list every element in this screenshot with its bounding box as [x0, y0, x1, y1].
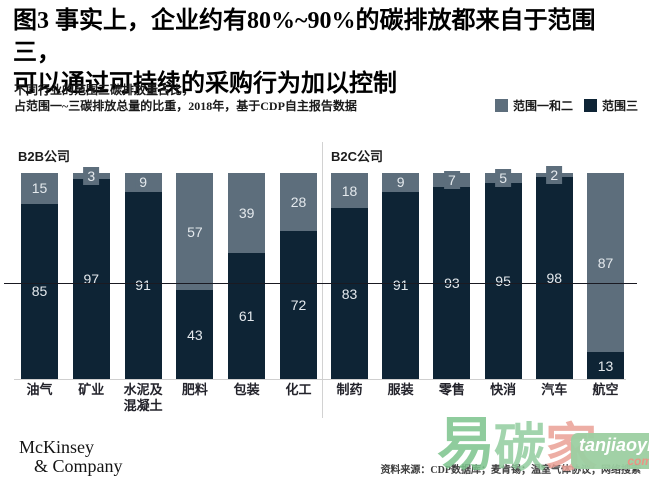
- bar-segment-scope3: [21, 203, 58, 379]
- figure-subtitle-line1: 不同行业的范围三碳排放量占比，: [14, 83, 195, 97]
- bar-segment-scope3: [331, 208, 368, 379]
- legend-swatch-scope12-icon: [495, 99, 508, 112]
- bar-category-label: 服装: [387, 382, 414, 397]
- bar-category-label: 水泥及 混凝土: [123, 382, 163, 413]
- watermark-char-yi: 易: [437, 412, 496, 477]
- bar-value-scope12: 9: [392, 173, 409, 192]
- watermark-badge: tanjiaoyi com: [571, 433, 649, 469]
- bar-segment-scope3: [535, 177, 573, 379]
- bar-category-label: 航空: [592, 382, 619, 397]
- figure-title: 图3 事实上，企业约有80%~90%的碳排放都来自于范围三， 可以通过可持续的采…: [13, 6, 643, 101]
- bar-value-scope12: 3: [83, 167, 100, 186]
- bar-segment-scope3: [587, 352, 624, 379]
- bar-category-label: 汽车: [541, 382, 568, 397]
- bar-value-scope12: 39: [234, 204, 259, 223]
- bar-value-scope3: 13: [597, 357, 614, 374]
- source-note: 资料来源：CDP数据库；麦肯锡；温室气体协议；网络搜索: [380, 465, 641, 476]
- bar-value-scope3: 61: [238, 308, 255, 325]
- legend-swatch-scope3-icon: [584, 99, 598, 112]
- bar-category-label: 矿业: [78, 382, 105, 397]
- bar-segment-scope3: [72, 179, 110, 379]
- chart-legend: 范围一和二 范围三: [495, 97, 644, 114]
- bar-value-scope3: 85: [31, 283, 48, 300]
- bar-value-scope3: 98: [546, 270, 563, 287]
- bar-value-scope12: 28: [286, 192, 311, 211]
- bar-value-scope3: 91: [392, 277, 409, 294]
- bar-value-scope12: 18: [337, 181, 362, 200]
- bar: 7 93 零售: [433, 171, 471, 397]
- bar-value-scope3: 95: [495, 273, 511, 290]
- bar: 9 91 水泥及 混凝土: [124, 173, 163, 413]
- watermark-badge-text: tanjiaoyi: [579, 435, 649, 455]
- bar: 39 61 包装: [228, 173, 266, 397]
- bar-segment-scope3: [484, 183, 522, 379]
- bar-category-label: 快消: [490, 382, 517, 397]
- bar-value-scope12: 57: [183, 222, 207, 241]
- bar-segment-scope3: [176, 290, 214, 379]
- watermark-char-tan: 碳: [494, 421, 547, 478]
- bar-value-scope12: 87: [593, 253, 618, 272]
- bar-category-label: 油气: [26, 382, 53, 397]
- bar-category-label: 零售: [438, 382, 465, 397]
- section-title-b2c: B2C公司: [331, 149, 384, 164]
- bar-segment-scope3: [382, 191, 420, 379]
- figure-title-line2: 可以通过可持续的采购行为加以控制: [13, 71, 397, 98]
- bar-value-scope3: 97: [83, 271, 100, 288]
- bar-category-label: 肥料: [181, 382, 208, 397]
- bar-category-label: 化工: [285, 382, 312, 397]
- bar: 2 98 汽车: [535, 166, 573, 397]
- bar: 28 72 化工: [280, 173, 317, 397]
- chart-baseline: [14, 379, 626, 380]
- watermark-badge-sub: com: [627, 453, 649, 468]
- bar-category-label: 包装: [233, 382, 260, 397]
- bar: 87 13 航空: [587, 173, 624, 397]
- bar-value-scope3: 43: [187, 326, 203, 343]
- section-divider-line: [322, 142, 323, 418]
- bar: 18 83 制药: [331, 173, 368, 397]
- section-title-b2b: B2B公司: [18, 149, 71, 164]
- bar: 15 85 油气: [21, 173, 58, 397]
- bar-value-scope12: 7: [443, 171, 460, 190]
- figure-subtitle-line2: 占范围一~三碳排放总量的比重，2018年，基于CDP自主报告数据: [14, 99, 357, 114]
- bar-value-scope3: 83: [341, 285, 358, 302]
- bar-value-scope3: 72: [290, 296, 307, 313]
- watermark: 易 碳 家 tanjiaoyi com: [437, 416, 649, 488]
- reference-line: [4, 283, 637, 284]
- bar: 3 97 矿业: [72, 167, 110, 397]
- bar-value-scope12: 2: [546, 166, 563, 185]
- mckinsey-logo: McKinsey & Company: [19, 438, 123, 476]
- bar-value-scope3: 91: [135, 277, 151, 294]
- mckinsey-logo-line1: McKinsey: [19, 437, 94, 457]
- bar-value-scope12: 9: [135, 173, 151, 192]
- figure-title-line1: 图3 事实上，企业约有80%~90%的碳排放都来自于范围三，: [13, 8, 596, 66]
- mckinsey-logo-line2: & Company: [34, 455, 123, 476]
- legend-label-scope12: 范围一和二: [513, 99, 574, 113]
- bar: 9 91 服装: [382, 173, 420, 397]
- bar-category-label: 制药: [336, 382, 363, 397]
- bar: 5 95 快消: [484, 169, 522, 397]
- bar-segment-scope3: [280, 230, 317, 379]
- bar-segment-scope3: [228, 253, 266, 379]
- bar-segment-scope3: [124, 191, 162, 379]
- legend-label-scope3: 范围三: [602, 99, 639, 113]
- figure-subtitle: 不同行业的范围三碳排放量占比， 占范围一~三碳排放总量的比重，2018年，基于C…: [14, 82, 357, 114]
- bar-value-scope12: 5: [495, 169, 511, 188]
- bar-value-scope12: 15: [27, 179, 52, 198]
- bar: 57 43 肥料: [176, 173, 214, 397]
